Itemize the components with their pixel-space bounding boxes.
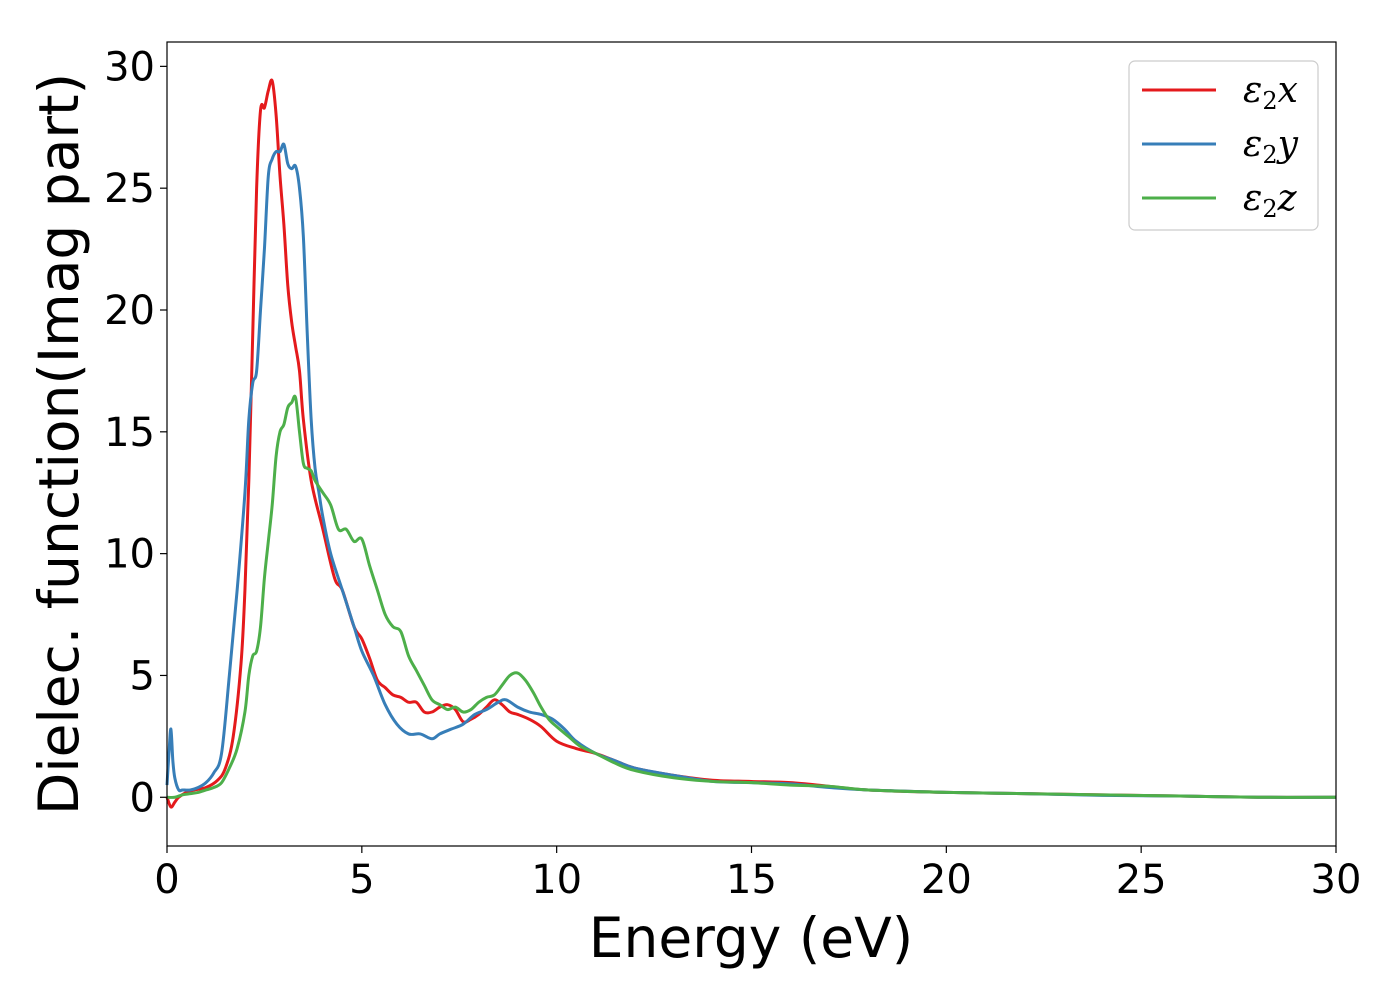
series-line-y	[165, 142, 1337, 799]
series-layer	[165, 78, 1337, 809]
x-axis-ticks: 0 5 10 15 20 25 30	[154, 846, 1361, 903]
legend: ε2x ε2y ε2z	[1128, 60, 1319, 231]
legend-label-x: ε2x	[1243, 70, 1298, 115]
x-tick-label: 0	[154, 857, 179, 903]
y-tick-label: 0	[130, 775, 155, 821]
x-tick-label: 15	[726, 857, 777, 903]
y-tick-label: 10	[104, 532, 155, 578]
y-tick-label: 25	[104, 166, 155, 212]
y-axis-ticks: 0 5 10 15 20 25 30	[104, 44, 167, 821]
x-axis-label: Energy (eV)	[589, 906, 913, 970]
legend-label-y: ε2y	[1243, 124, 1299, 169]
x-tick-label: 30	[1311, 857, 1362, 903]
x-tick-label: 20	[921, 857, 972, 903]
y-tick-label: 15	[104, 410, 155, 456]
y-tick-label: 20	[104, 288, 155, 334]
x-tick-label: 5	[349, 857, 374, 903]
legend-box	[1128, 60, 1319, 231]
legend-label-z: ε2z	[1243, 178, 1298, 223]
y-tick-label: 5	[130, 653, 155, 699]
series-line-z	[166, 394, 1337, 799]
legend-entries: ε2x ε2y ε2z	[1142, 70, 1299, 223]
x-tick-label: 25	[1116, 857, 1167, 903]
y-axis-label: Dielec. function(Imag part)	[27, 73, 91, 815]
x-tick-label: 10	[531, 857, 582, 903]
y-tick-label: 30	[104, 44, 155, 90]
